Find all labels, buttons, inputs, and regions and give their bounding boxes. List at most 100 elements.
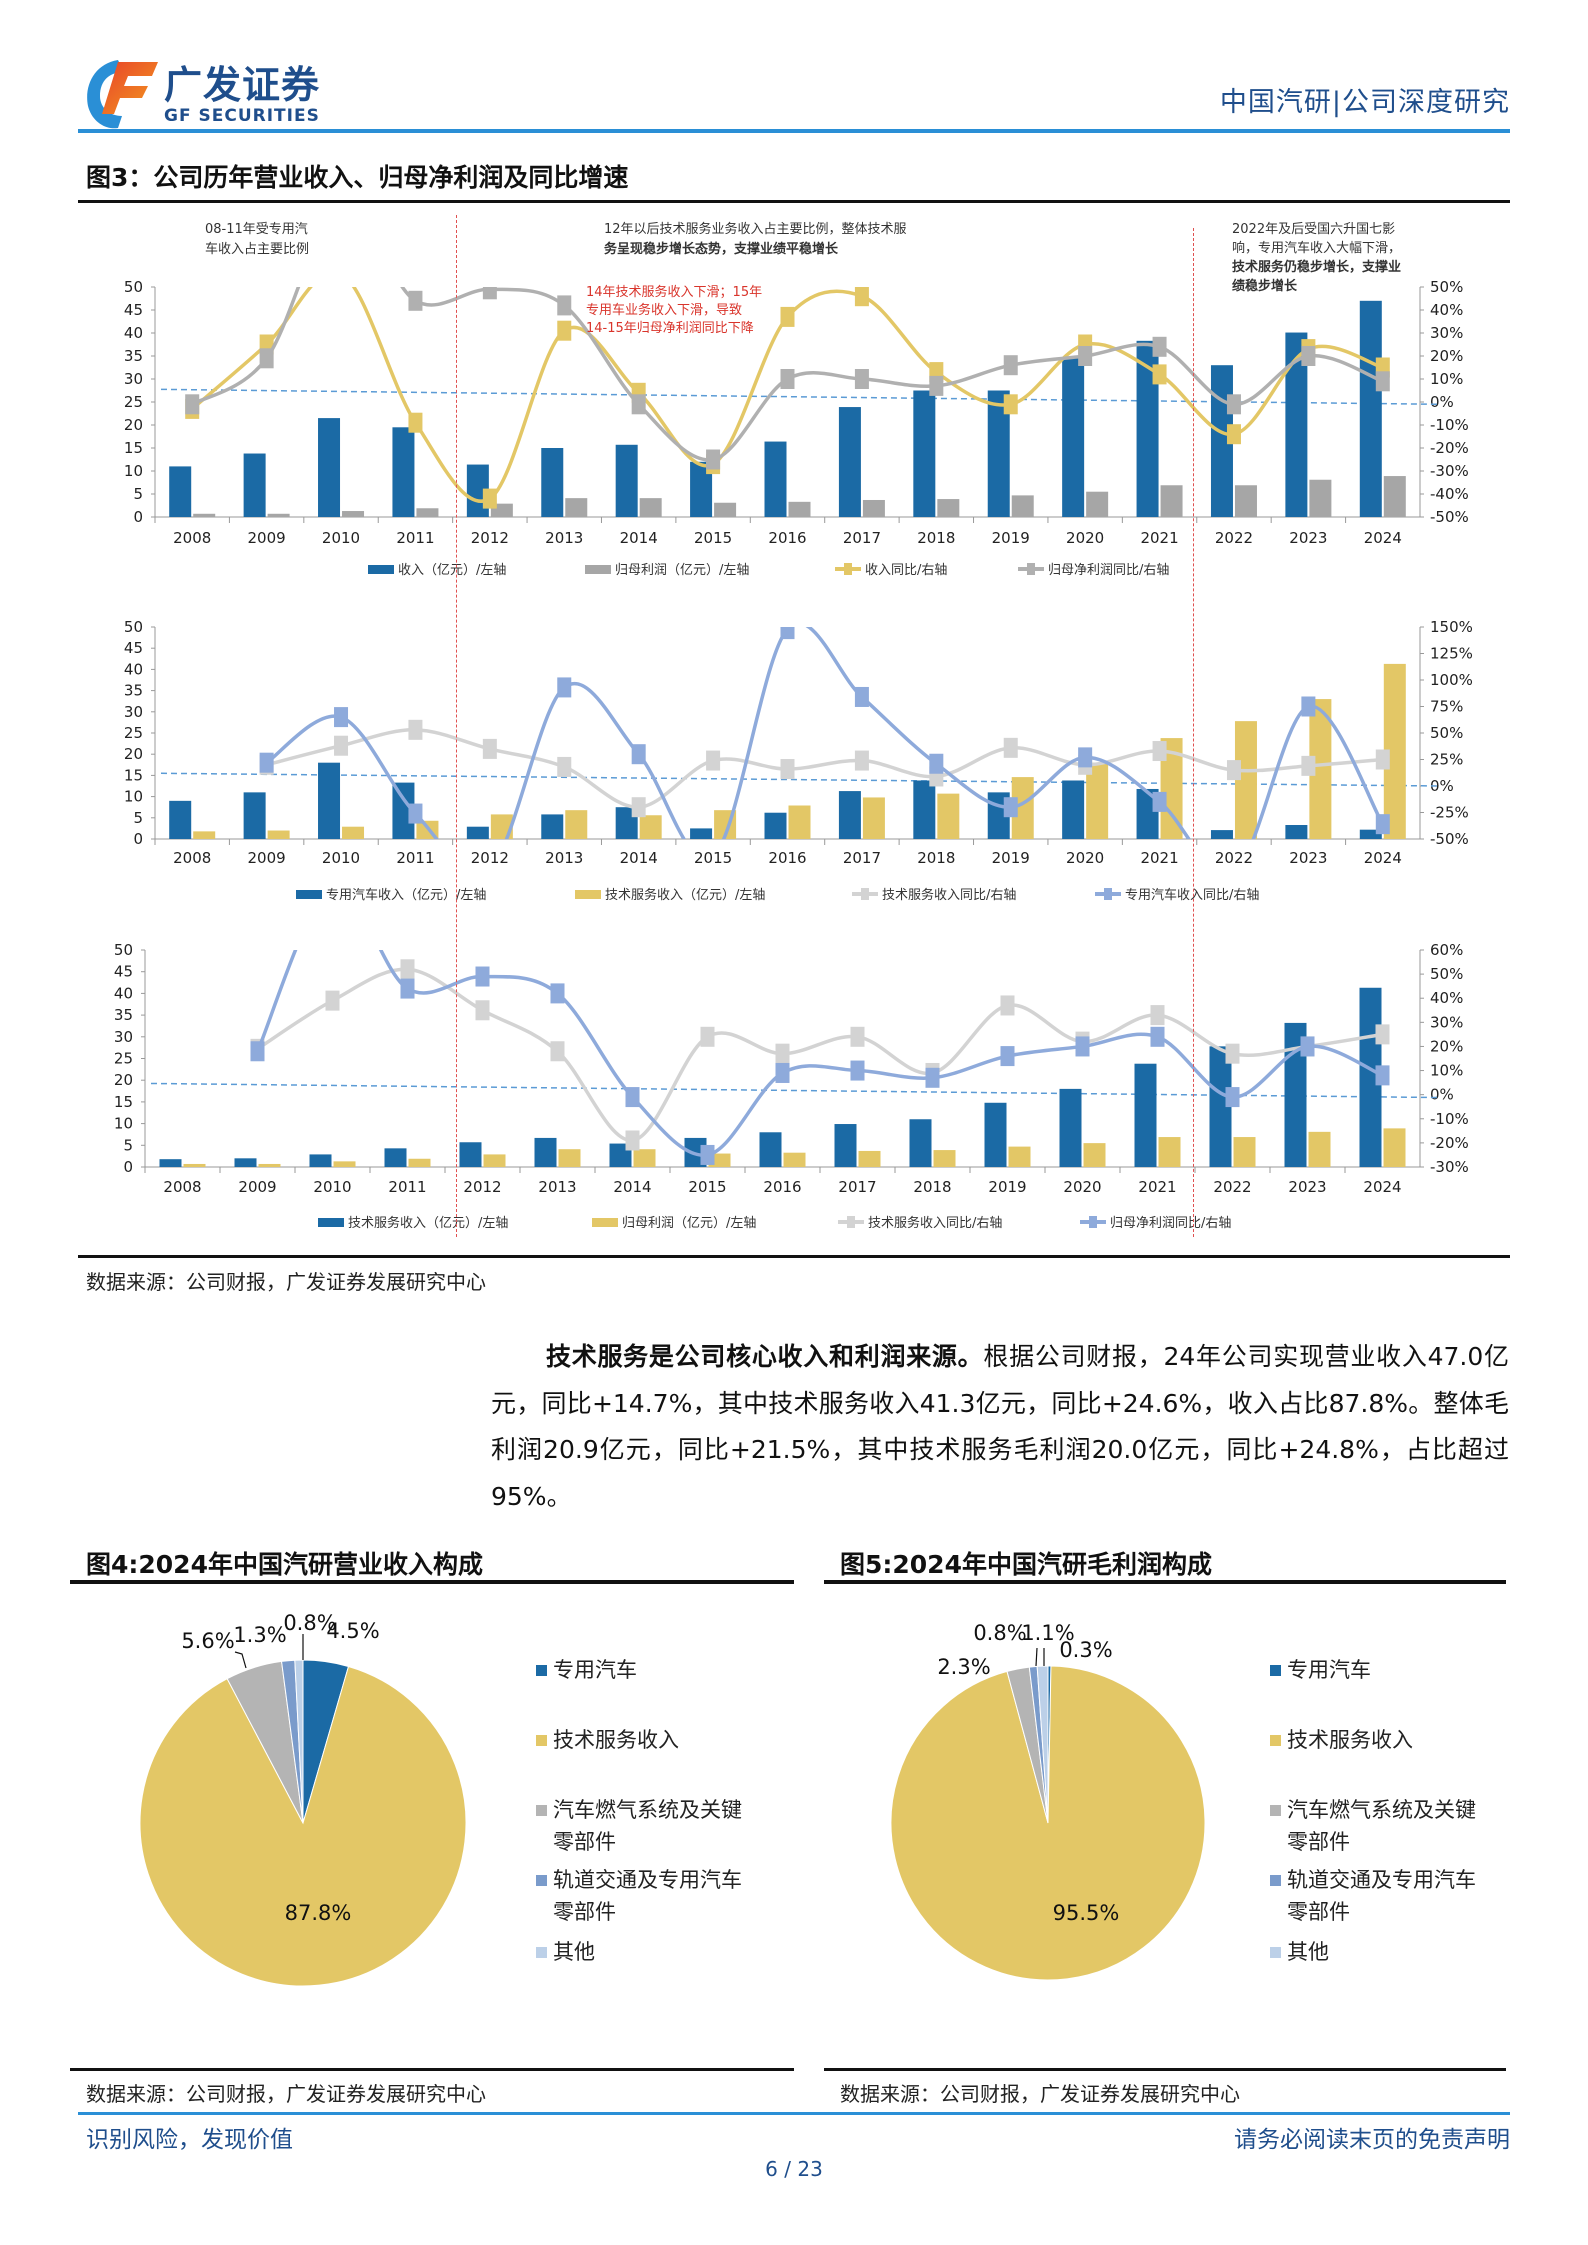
legend-label: 其他 [1287, 1940, 1329, 1964]
x-tick-label: 2013 [538, 1178, 576, 1196]
legend-swatch [318, 1218, 344, 1227]
line-marker-2010 [334, 735, 349, 756]
x-tick-label: 2015 [694, 849, 732, 867]
x-tick-label: 2010 [322, 849, 360, 867]
right-tick-label: -20% [1430, 1134, 1469, 1152]
pie-value-label: 87.8% [285, 1901, 352, 1925]
pie-value-label: 2.3% [937, 1655, 990, 1679]
bar-2013 [565, 810, 588, 839]
right-tick-label: 100% [1430, 671, 1473, 689]
left-tick-label: 10 [114, 1115, 133, 1133]
left-tick-label: 0 [123, 1158, 133, 1176]
left-tick-label: 45 [114, 963, 133, 981]
right-tick-label: -25% [1430, 804, 1469, 822]
bar-2021 [1158, 1137, 1181, 1167]
left-tick-label: 35 [114, 1006, 133, 1024]
legend-label: 轨道交通及专用汽车零部件 [553, 1868, 742, 1924]
pie-value-label: 95.5% [1053, 1901, 1120, 1925]
line-marker-2012 [475, 1000, 490, 1021]
legend-label: 其他 [553, 1940, 595, 1964]
left-tick-label: 15 [124, 766, 143, 784]
bar-2011 [408, 1158, 431, 1167]
bar-2011 [384, 1148, 407, 1167]
x-tick-label: 2023 [1288, 1178, 1326, 1196]
bar-2013 [534, 1137, 557, 1167]
legend-marker-swatch [1027, 563, 1035, 575]
legend-label: 专用汽车收入（亿元）/左轴 [326, 887, 486, 903]
line-marker-2019 [1000, 995, 1015, 1016]
line-marker-2018 [925, 1067, 940, 1088]
x-tick-label: 2009 [248, 849, 286, 867]
line-marker-2016 [775, 1043, 790, 1064]
x-tick-label: 2016 [768, 849, 806, 867]
right-tick-label: 20% [1430, 1037, 1463, 1055]
bar-2012 [466, 826, 489, 839]
x-tick-label: 2022 [1215, 529, 1253, 547]
bar-2008 [159, 1159, 182, 1167]
bar-2010 [342, 826, 365, 839]
pie-value-label: 5.6% [181, 1629, 234, 1653]
bar-2023 [1308, 1131, 1331, 1167]
line-marker-2011 [408, 290, 423, 311]
x-tick-label: 2024 [1363, 1178, 1401, 1196]
line-marker-2015 [700, 1026, 715, 1047]
bar-2009 [258, 1163, 281, 1167]
bar-2017 [834, 1124, 857, 1167]
figure5-source: 数据来源：公司财报，广发证券发展研究中心 [840, 2082, 1240, 2106]
bar-2021 [1134, 1063, 1157, 1167]
x-tick-label: 2010 [313, 1178, 351, 1196]
line-marker-2014 [631, 394, 646, 415]
left-tick-label: 5 [133, 485, 143, 503]
line-marker-2017 [854, 287, 869, 307]
x-tick-label: 2015 [694, 529, 732, 547]
bar-2018 [937, 793, 960, 839]
line-marker-2017 [854, 686, 869, 707]
line-marker-2011 [408, 803, 423, 824]
bar-2010 [318, 418, 341, 517]
bar-2014 [615, 444, 638, 517]
footer-slogan: 识别风险，发现价值 [86, 2127, 293, 2153]
x-tick-label: 2011 [396, 529, 434, 547]
line-marker-2009 [259, 348, 274, 369]
line-marker-2019 [1003, 737, 1018, 758]
line-series-group [250, 950, 1390, 1165]
legend-marker-swatch [847, 1216, 855, 1228]
legend-item: 专用汽车 [1270, 1654, 1485, 1686]
legend-swatch [1270, 1665, 1281, 1676]
left-tick-label: 10 [124, 462, 143, 480]
series-line [266, 728, 1383, 809]
line-marker-2012 [475, 966, 490, 987]
right-tick-label: 0% [1430, 393, 1454, 411]
legend-label: 收入（亿元）/左轴 [398, 563, 506, 578]
annotation-line: 专用车业务收入下滑，导致 [586, 303, 743, 318]
legend-swatch [575, 890, 601, 899]
left-tick-label: 25 [124, 393, 143, 411]
line-marker-2016 [780, 306, 795, 327]
bar-2017 [858, 1150, 881, 1167]
left-tick-label: 25 [114, 1050, 133, 1068]
line-marker-2015 [706, 449, 721, 470]
x-tick-label: 2023 [1289, 849, 1327, 867]
footer-disclaimer-link[interactable]: 请务必阅读末页的免责声明 [1234, 2127, 1510, 2153]
line-marker-2009 [259, 752, 274, 773]
bar-2021 [1160, 738, 1183, 839]
right-tick-label: 0% [1430, 1086, 1454, 1104]
right-tick-label: 50% [1430, 278, 1463, 296]
left-tick-label: 10 [124, 788, 143, 806]
x-tick-label: 2014 [613, 1178, 651, 1196]
line-marker-2020 [1078, 747, 1093, 768]
x-tick-label: 2009 [238, 1178, 276, 1196]
line-marker-2022 [1226, 424, 1241, 445]
annotation-2014-2015: 14年技术服务收入下滑；15年 专用车业务收入下滑，导致 14-15年归母净利润… [586, 284, 762, 338]
bar-2016 [764, 812, 787, 839]
trend-line [150, 1082, 1441, 1099]
legend-label: 汽车燃气系统及关键零部件 [1287, 1798, 1476, 1854]
bar-2013 [541, 814, 564, 839]
bar-2022 [1209, 1046, 1232, 1167]
legend-swatch [536, 1875, 547, 1886]
bar-2020 [1086, 762, 1109, 839]
legend-label: 技术服务收入同比/右轴 [868, 1215, 1002, 1231]
x-tick-label: 2012 [471, 849, 509, 867]
legend-label: 专用汽车 [553, 1658, 637, 1682]
bar-2021 [1160, 485, 1183, 517]
